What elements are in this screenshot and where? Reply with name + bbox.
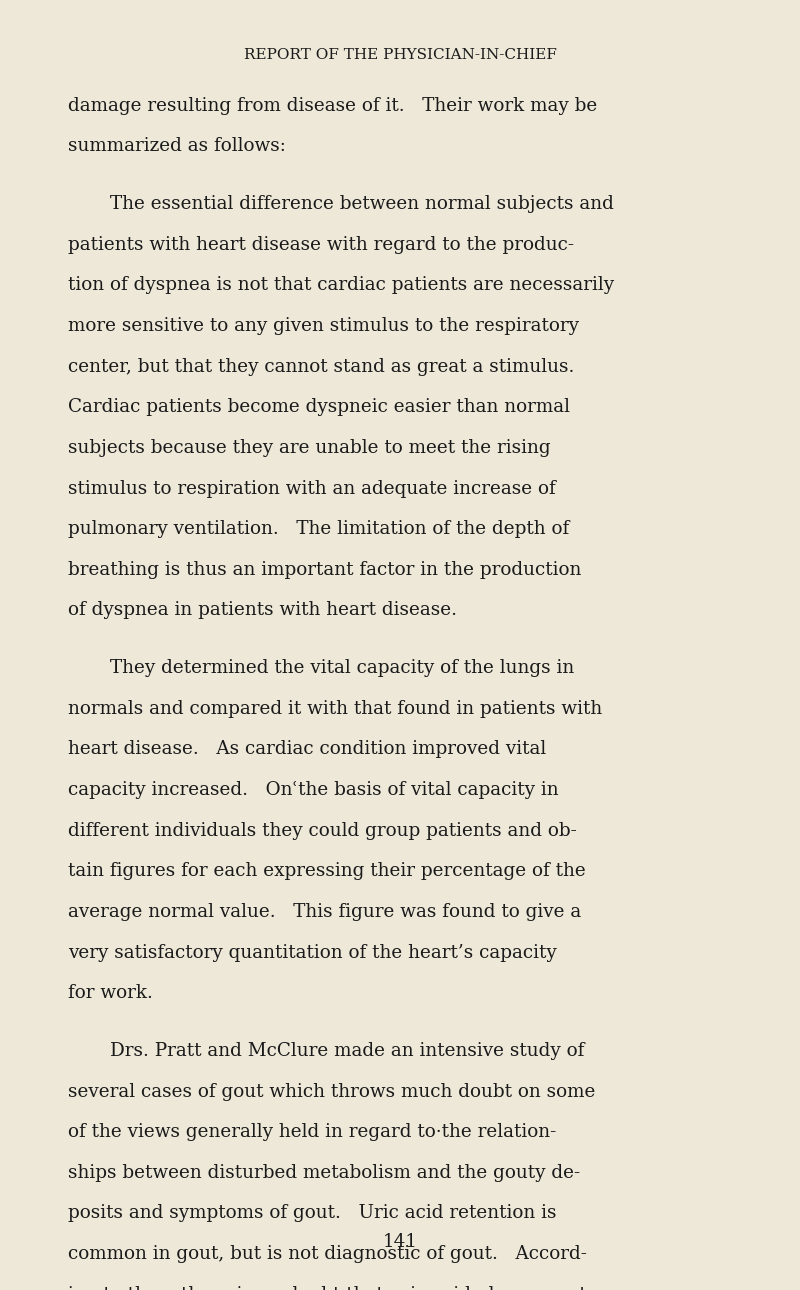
Text: subjects because they are unable to meet the rising: subjects because they are unable to meet… <box>68 439 550 457</box>
Text: more sensitive to any given stimulus to the respiratory: more sensitive to any given stimulus to … <box>68 317 579 335</box>
Text: breathing is thus an important factor in the production: breathing is thus an important factor in… <box>68 561 582 579</box>
Text: average normal value.   This figure was found to give a: average normal value. This figure was fo… <box>68 903 582 921</box>
Text: ships between disturbed metabolism and the gouty de-: ships between disturbed metabolism and t… <box>68 1164 580 1182</box>
Text: of the views generally held in regard to·the relation-: of the views generally held in regard to… <box>68 1124 556 1142</box>
Text: normals and compared it with that found in patients with: normals and compared it with that found … <box>68 699 602 717</box>
Text: different individuals they could group patients and ob-: different individuals they could group p… <box>68 822 577 840</box>
Text: pulmonary ventilation.   The limitation of the depth of: pulmonary ventilation. The limitation of… <box>68 520 570 538</box>
Text: REPORT OF THE PHYSICIAN-IN-CHIEF: REPORT OF THE PHYSICIAN-IN-CHIEF <box>243 48 557 62</box>
Text: patients with heart disease with regard to the produc-: patients with heart disease with regard … <box>68 236 574 254</box>
Text: capacity increased.   Onʿthe basis of vital capacity in: capacity increased. Onʿthe basis of vita… <box>68 780 558 799</box>
Text: tain figures for each expressing their percentage of the: tain figures for each expressing their p… <box>68 862 586 880</box>
Text: heart disease.   As cardiac condition improved vital: heart disease. As cardiac condition impr… <box>68 740 546 759</box>
Text: center, but that they cannot stand as great a stimulus.: center, but that they cannot stand as gr… <box>68 357 574 375</box>
Text: for work.: for work. <box>68 984 153 1002</box>
Text: The essential difference between normal subjects and: The essential difference between normal … <box>110 195 614 213</box>
Text: very satisfactory quantitation of the heart’s capacity: very satisfactory quantitation of the he… <box>68 943 557 961</box>
Text: posits and symptoms of gout.   Uric acid retention is: posits and symptoms of gout. Uric acid r… <box>68 1205 557 1223</box>
Text: of dyspnea in patients with heart disease.: of dyspnea in patients with heart diseas… <box>68 601 457 619</box>
Text: tion of dyspnea is not that cardiac patients are necessarily: tion of dyspnea is not that cardiac pati… <box>68 276 614 294</box>
Text: several cases of gout which throws much doubt on some: several cases of gout which throws much … <box>68 1082 595 1100</box>
Text: damage resulting from disease of it.   Their work may be: damage resulting from disease of it. The… <box>68 97 598 115</box>
Text: 141: 141 <box>382 1233 418 1251</box>
Text: ing to them there is no doubt that uric acid plays a part: ing to them there is no doubt that uric … <box>68 1286 586 1290</box>
Text: Cardiac patients become dyspneic easier than normal: Cardiac patients become dyspneic easier … <box>68 399 570 417</box>
Text: They determined the vital capacity of the lungs in: They determined the vital capacity of th… <box>110 659 574 677</box>
Text: Drs. Pratt and McClure made an intensive study of: Drs. Pratt and McClure made an intensive… <box>110 1042 584 1060</box>
Text: stimulus to respiration with an adequate increase of: stimulus to respiration with an adequate… <box>68 480 556 498</box>
Text: common in gout, but is not diagnostic of gout.   Accord-: common in gout, but is not diagnostic of… <box>68 1245 587 1263</box>
Text: summarized as follows:: summarized as follows: <box>68 138 286 155</box>
